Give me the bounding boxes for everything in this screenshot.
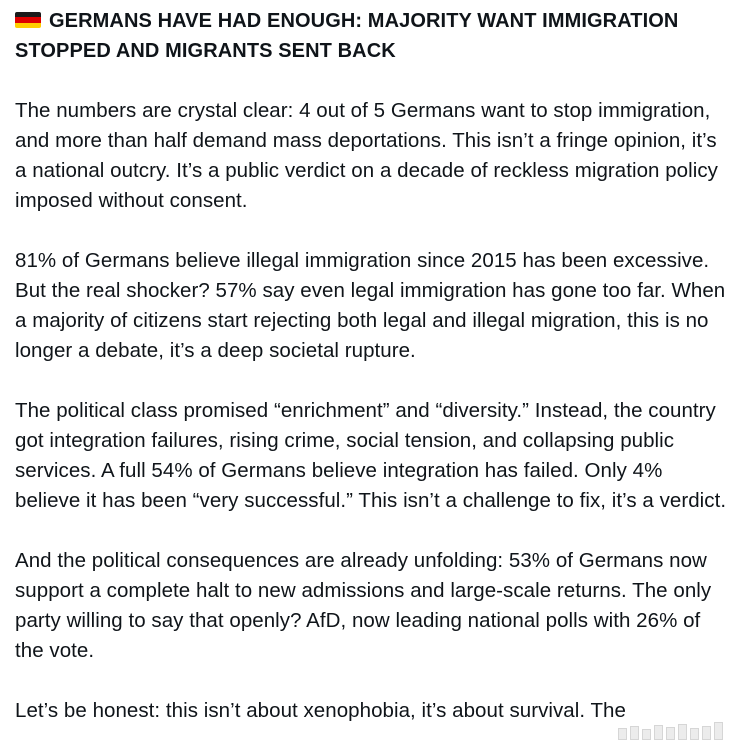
post-paragraph-5: Let’s be honest: this isn’t about xenoph… — [15, 699, 626, 722]
post-body: GERMANS HAVE HAD ENOUGH: MAJORITY WANT I… — [15, 6, 727, 726]
headline-text: GERMANS HAVE HAD ENOUGH: MAJORITY WANT I… — [15, 10, 679, 62]
germany-flag-icon — [15, 12, 41, 28]
post-headline: GERMANS HAVE HAD ENOUGH: MAJORITY WANT I… — [15, 6, 727, 66]
bottom-fade — [0, 744, 735, 754]
post-paragraph-2: 81% of Germans believe illegal immigrati… — [15, 249, 726, 362]
post-paragraph-3: The political class promised “enrichment… — [15, 399, 727, 512]
post-paragraph-1: The numbers are crystal clear: 4 out of … — [15, 99, 718, 212]
watermark-bars-icon — [618, 722, 723, 740]
post-paragraph-4: And the political consequences are alrea… — [15, 549, 712, 662]
